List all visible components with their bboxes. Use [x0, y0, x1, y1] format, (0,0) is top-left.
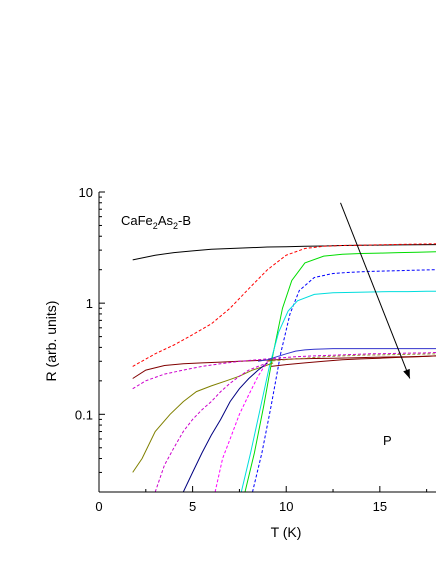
- pressure-arrowhead: [403, 368, 410, 379]
- series-line-11: [154, 362, 268, 492]
- x-tick-label: 15: [373, 499, 387, 514]
- series-line-2: [132, 243, 436, 367]
- series-line-14: [271, 355, 436, 367]
- x-axis-label: T (K): [271, 524, 302, 540]
- series-line-8: [258, 348, 436, 362]
- x-tick-label: 5: [189, 499, 196, 514]
- series-line-9: [267, 353, 436, 362]
- series-line-13: [214, 361, 268, 492]
- y-tick-label: 1: [86, 296, 93, 311]
- x-tick-label: 10: [279, 499, 293, 514]
- series-line-12: [182, 362, 268, 492]
- y-tick-label: 10: [79, 185, 93, 200]
- series-line-4: [252, 269, 436, 492]
- sample-label: CaFe2As2-B: [121, 213, 191, 231]
- axes: 0 5 10 15 0.1 1 10: [75, 185, 436, 514]
- y-tick-label: 0.1: [75, 407, 93, 422]
- series-line-1: [132, 244, 436, 261]
- series-line-5: [240, 290, 436, 492]
- pressure-arrow: [340, 202, 411, 379]
- series-line-6: [132, 355, 436, 379]
- x-tick-label: 0: [95, 499, 102, 514]
- plot-lines: [132, 243, 436, 492]
- series-line-10: [132, 362, 274, 473]
- pressure-label: P: [383, 433, 392, 448]
- series-line-3: [244, 251, 436, 492]
- y-axis-label: R (arb. units): [43, 301, 59, 382]
- series-line-7: [132, 352, 436, 390]
